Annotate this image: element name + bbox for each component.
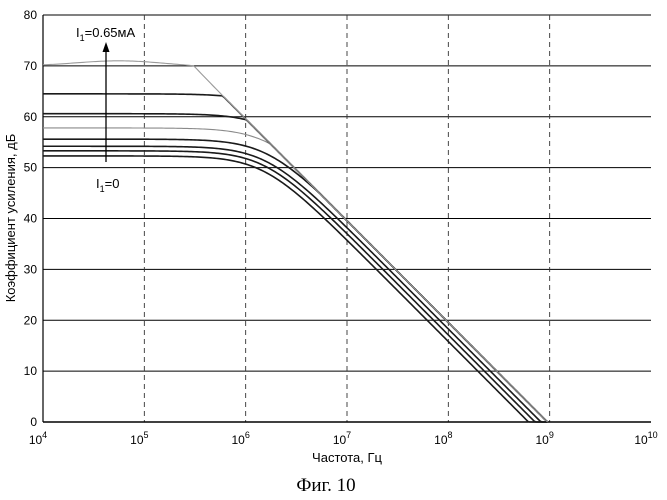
grid — [43, 15, 651, 422]
annotation-top-rest: =0.65мА — [85, 25, 136, 40]
x-tick-label: 109 — [535, 430, 553, 447]
x-tick-base: 10 — [634, 433, 648, 447]
y-tick-label: 60 — [24, 110, 38, 124]
arrowhead-icon — [103, 42, 110, 52]
x-tick-label: 106 — [231, 430, 249, 447]
series-line — [43, 94, 548, 422]
x-tick-label: 108 — [434, 430, 452, 447]
figure-caption: Фиг. 10 — [296, 475, 355, 496]
y-tick-label: 50 — [24, 161, 38, 175]
x-tick-base: 10 — [434, 433, 448, 447]
x-tick-label: 104 — [29, 430, 47, 447]
y-tick-label: 20 — [24, 313, 38, 327]
x-tick-exponent: 10 — [648, 430, 658, 440]
y-tick-label: 70 — [24, 59, 38, 73]
x-tick-base: 10 — [130, 433, 144, 447]
series-line — [43, 151, 548, 422]
y-tick-label: 80 — [24, 8, 38, 22]
x-tick-base: 10 — [231, 433, 245, 447]
x-tick-exponent: 6 — [245, 430, 250, 440]
x-tick-exponent: 7 — [346, 430, 351, 440]
y-tick-label: 30 — [24, 262, 38, 276]
x-axis-title: Частота, Гц — [312, 450, 382, 465]
x-tick-base: 10 — [535, 433, 549, 447]
x-tick-label: 105 — [130, 430, 148, 447]
annotations: I1=0.65мА I1=0 — [76, 25, 135, 194]
x-tick-label: 107 — [333, 430, 351, 447]
series-group — [43, 61, 548, 422]
x-tick-base: 10 — [333, 433, 347, 447]
y-tick-label: 10 — [24, 364, 38, 378]
annotation-bottom-rest: =0 — [105, 176, 120, 191]
y-axis-title: Коэффициент усиления, дБ — [3, 134, 18, 303]
series-line — [43, 61, 548, 422]
x-tick-exponent: 5 — [144, 430, 149, 440]
y-tick-label: 0 — [30, 415, 37, 429]
annotation-top: I1=0.65мА — [76, 25, 135, 43]
annotation-bottom: I1=0 — [96, 176, 119, 194]
series-line — [43, 156, 548, 422]
x-tick-exponent: 4 — [42, 430, 47, 440]
y-tick-label: 40 — [24, 212, 38, 226]
series-line — [43, 114, 548, 422]
x-tick-label: 1010 — [634, 430, 657, 447]
x-tick-exponent: 8 — [448, 430, 453, 440]
x-tick-base: 10 — [29, 433, 43, 447]
x-tick-exponent: 9 — [549, 430, 554, 440]
